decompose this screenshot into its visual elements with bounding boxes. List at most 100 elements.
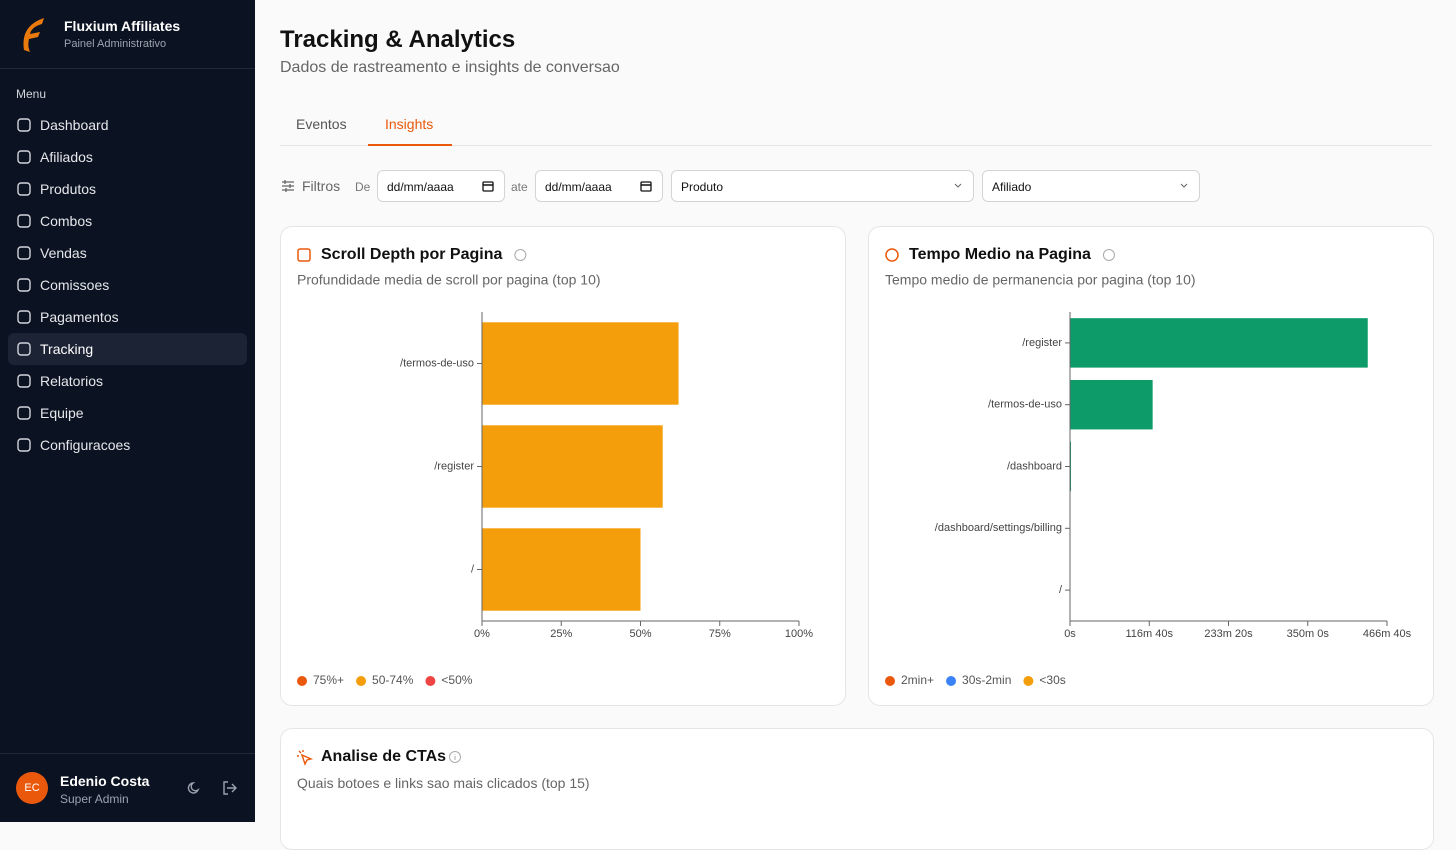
logo [18,14,48,54]
icon-shape [18,439,30,451]
menu-label: Menu [16,87,46,101]
legend-label: 75%+ [313,673,344,687]
bar [1070,318,1368,367]
menu-icon [17,246,31,260]
placeholder: dd/mm/aaaa [387,180,454,194]
menu-label: Configuracoes [40,437,130,453]
menu-label: Pagamentos [40,309,119,325]
theme-toggle[interactable] [186,780,202,796]
cta-card: Analise de CTAs Quais botoes e links sao… [280,728,1434,850]
select-value: Afiliado [992,180,1031,194]
menu-item[interactable]: Dashboard [8,109,247,141]
bar [482,425,663,507]
menu-item[interactable]: Afiliados [8,141,247,173]
y-tick-label: /dashboard/settings/billing [935,522,1062,534]
y-tick-label: / [471,563,475,575]
icon-shape [18,343,30,355]
menu-icon [17,438,31,452]
chart: Scroll Depth por Pagina Profundidade medi… [281,227,845,705]
icon-shape [18,407,30,419]
tab-active[interactable]: Insights [385,116,433,132]
menu-item[interactable]: Equipe [8,397,247,429]
menu-label: Produtos [40,181,96,197]
menu-item[interactable]: Relatorios [8,365,247,397]
chart-subtitle: Profundidade media de scroll por pagina … [297,272,601,288]
chart-subtitle: Tempo medio de permanencia por pagina (t… [885,272,1196,288]
info-icon[interactable] [1103,250,1114,261]
y-tick-label: /register [1022,337,1062,349]
placeholder: dd/mm/aaaa [545,180,612,194]
legend-swatch [356,676,366,686]
menu-label: Relatorios [40,373,103,389]
y-tick-label: /register [434,460,474,472]
tab-indicator [368,144,452,146]
calendar-icon [640,180,652,192]
date-input[interactable]: dd/mm/aaaa [535,170,663,202]
avatar[interactable]: EC [16,772,48,804]
menu-item[interactable]: Vendas [8,237,247,269]
info-icon[interactable] [515,250,526,261]
icon-shape [18,375,30,387]
x-tick-label: 0s [1064,628,1076,640]
user-name: Edenio Costa [60,773,149,789]
info-icon[interactable] [448,750,462,764]
bar [1070,380,1153,429]
title-icon [886,249,898,261]
y-tick-label: /dashboard [1007,460,1062,472]
affiliate-select[interactable]: Afiliado [982,170,1200,202]
menu-item[interactable]: Pagamentos [8,301,247,333]
menu-item[interactable]: Produtos [8,173,247,205]
menu-item[interactable]: Tracking [8,333,247,365]
brand: Fluxium Affiliates [64,18,180,34]
x-tick-label: 25% [550,628,572,640]
x-tick-label: 233m 20s [1204,628,1253,640]
chart-title: Scroll Depth por Pagina [321,246,502,263]
legend-label: 30s-2min [962,673,1011,687]
y-tick-label: /termos-de-uso [400,357,474,369]
legend-label: <30s [1039,673,1065,687]
menu-label: Equipe [40,405,84,421]
menu-item[interactable]: Combos [8,205,247,237]
menu-label: Comissoes [40,277,109,293]
to-label: ate [511,180,528,194]
page: Tracking & Analytics {"sidebar": {"brand… [0,0,1456,822]
body: Fluxium Affiliates Painel Administrativo… [0,0,1456,822]
sidebar: Fluxium Affiliates Painel Administrativo… [0,0,255,822]
menu-icon [17,406,31,420]
menu-icon [17,118,31,132]
product-select[interactable]: Produto [671,170,974,202]
menu-icon [17,150,31,164]
legend-label: 2min+ [901,673,934,687]
icon-shape [18,279,30,291]
brand-subtitle: Painel Administrativo [64,38,166,50]
icon-shape [18,151,30,163]
y-tick-label: / [1059,584,1063,596]
title-icon [298,249,310,261]
menu-label: Dashboard [40,117,109,133]
date-input[interactable]: dd/mm/aaaa [377,170,505,202]
menu-label: Afiliados [40,149,93,165]
tab[interactable]: Eventos [296,116,347,132]
cta-icon [296,749,314,767]
icon-shape [18,183,30,195]
menu-icon [17,182,31,196]
x-tick-label: 116m 40s [1126,628,1174,640]
menu-item[interactable]: Comissoes [8,269,247,301]
icon-shape [18,119,30,131]
chevron [1180,182,1188,190]
from-label: De [355,180,370,194]
menu-item[interactable]: Configuracoes [8,429,247,461]
card-subtitle: Quais botoes e links sao mais clicados (… [297,775,590,791]
logout-button[interactable] [222,780,238,796]
menu-label: Vendas [40,245,87,261]
x-tick-label: 75% [709,628,731,640]
menu-label: Combos [40,213,92,229]
tabs-divider [280,145,1432,146]
menu-icon [17,342,31,356]
x-tick-label: 50% [629,628,651,640]
legend-label: 50-74% [372,673,414,687]
x-tick-label: 0% [474,628,490,640]
calendar-icon [482,180,494,192]
legend-swatch [297,676,307,686]
user-role: Super Admin [60,792,129,806]
